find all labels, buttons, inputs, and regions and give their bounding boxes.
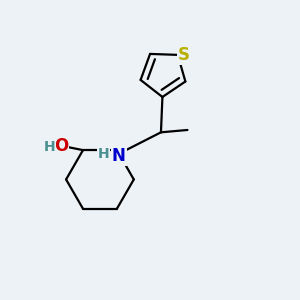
Text: S: S [178,46,190,64]
Text: H: H [98,147,109,161]
Text: N: N [112,147,126,165]
Text: H: H [43,140,55,154]
Text: O: O [54,137,68,155]
